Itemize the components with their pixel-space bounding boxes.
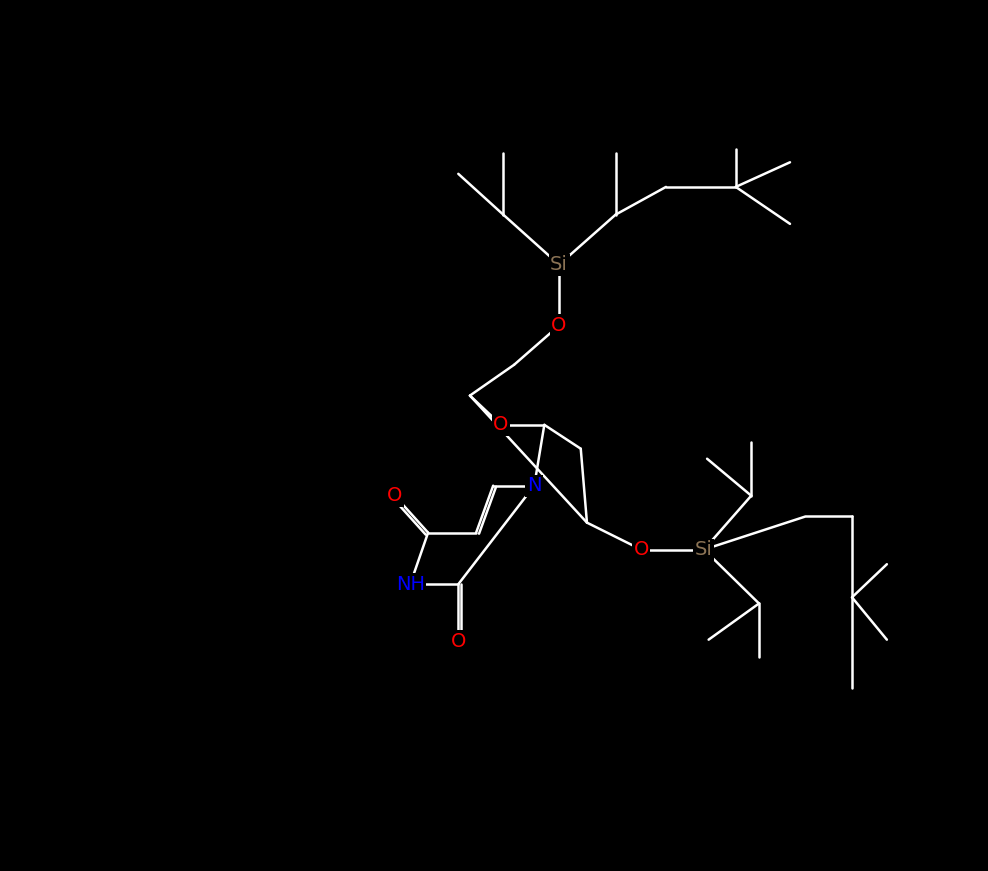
Text: N: N xyxy=(527,476,541,496)
Text: Si: Si xyxy=(695,540,713,559)
Text: O: O xyxy=(451,631,466,651)
Text: O: O xyxy=(551,316,567,335)
Text: Si: Si xyxy=(550,255,568,274)
Text: O: O xyxy=(493,415,509,435)
Text: NH: NH xyxy=(396,575,425,594)
Text: O: O xyxy=(633,540,649,559)
Text: O: O xyxy=(387,486,402,505)
